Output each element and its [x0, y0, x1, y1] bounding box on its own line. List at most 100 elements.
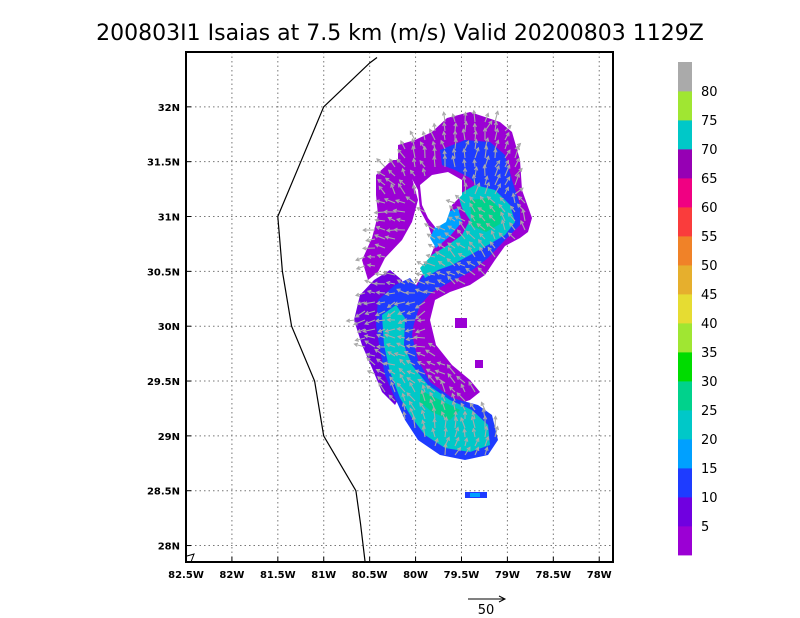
- wind-vector-head: [499, 196, 504, 202]
- wind-vector: [494, 111, 499, 123]
- wind-vector: [367, 264, 376, 267]
- wind-vector: [470, 214, 476, 222]
- wind-vector: [504, 141, 509, 150]
- wind-vector-head: [454, 278, 460, 283]
- wind-vector-head: [421, 167, 427, 173]
- wind-vector: [357, 328, 366, 333]
- wind-vector-head: [475, 146, 480, 152]
- wind-vector: [455, 195, 466, 204]
- wind-vector: [432, 428, 436, 438]
- wind-vector: [484, 146, 488, 159]
- wind-vector-head: [389, 376, 394, 381]
- wind-vector-head: [419, 159, 424, 165]
- wind-vector-head: [355, 265, 361, 270]
- wind-vector: [498, 204, 506, 213]
- wind-vector: [376, 334, 386, 339]
- wind-vector-head: [387, 169, 393, 174]
- wind-vector: [514, 168, 523, 177]
- wind-vector: [395, 199, 406, 204]
- wind-vector: [416, 273, 426, 276]
- wind-vector-head: [485, 435, 490, 441]
- wind-vector-head: [396, 158, 401, 163]
- wind-vector-head: [396, 326, 401, 332]
- wind-vector: [462, 129, 466, 141]
- wind-vector: [436, 271, 446, 276]
- wind-vector-head: [435, 225, 441, 230]
- wind-vector-head: [411, 415, 416, 421]
- wind-vector: [398, 183, 406, 195]
- wind-vector-head: [456, 229, 462, 234]
- wind-vector: [355, 310, 366, 318]
- colorbar-label: 20: [701, 433, 718, 448]
- wind-vector-head: [399, 358, 404, 363]
- wind-vector-head: [396, 288, 401, 293]
- wind-vectors: [345, 109, 526, 456]
- wind-vector: [468, 381, 476, 393]
- wind-vector-head: [449, 205, 454, 210]
- wind-vector: [364, 301, 376, 305]
- wind-vector-head: [365, 352, 371, 357]
- wind-vector-head: [457, 253, 463, 258]
- wind-vector: [426, 254, 436, 258]
- wind-vector-head: [397, 310, 402, 315]
- wind-vector: [366, 238, 376, 242]
- wind-vector: [494, 149, 497, 159]
- wind-vector: [481, 402, 486, 411]
- wind-vector: [484, 426, 488, 438]
- wind-vector-head: [413, 278, 419, 283]
- wind-vector: [357, 301, 366, 305]
- wind-vector-head: [447, 275, 452, 280]
- chart-title: 200803I1 Isaias at 7.5 km (m/s) Valid 20…: [96, 21, 704, 46]
- wind-vector-head: [405, 336, 410, 342]
- wind-vector: [514, 187, 524, 195]
- wind-vector-head: [441, 393, 446, 398]
- wind-vector: [435, 287, 446, 294]
- wind-vector-head: [403, 350, 409, 355]
- wind-vector-head: [453, 122, 458, 127]
- wind-vector: [427, 374, 436, 384]
- wind-vector: [385, 236, 396, 240]
- wind-vector-head: [448, 386, 454, 391]
- wind-vector-head: [482, 415, 488, 420]
- wind-vector-head: [451, 154, 456, 160]
- wind-vector: [435, 251, 446, 258]
- wind-vector: [424, 290, 436, 294]
- x-tick-label: 81W: [311, 570, 336, 581]
- wind-vector-head: [402, 318, 408, 323]
- wind-vector-head: [406, 310, 411, 315]
- wind-vector: [377, 179, 386, 186]
- wind-vector-head: [445, 270, 451, 275]
- wind-vector-head: [416, 361, 422, 366]
- wind-vector-head: [506, 164, 511, 169]
- wind-vector-head: [465, 230, 471, 235]
- wind-vector: [427, 233, 436, 240]
- wind-vector: [444, 417, 447, 429]
- wind-vector-head: [472, 158, 477, 164]
- wind-vector-head: [386, 317, 391, 323]
- colorbar-label: 70: [701, 143, 718, 158]
- wind-vector-head: [402, 410, 407, 416]
- wind-vector-head: [453, 137, 458, 143]
- wind-vector-head: [363, 334, 369, 339]
- wind-vector: [406, 337, 416, 341]
- wind-vector-head: [394, 199, 400, 204]
- wind-vector-head: [494, 425, 500, 431]
- wind-vector-head: [506, 149, 511, 154]
- wind-vector-head: [495, 164, 500, 170]
- wind-vector-head: [456, 446, 462, 452]
- wind-vector: [437, 236, 446, 240]
- wind-vector-head: [435, 251, 440, 256]
- wind-vector: [374, 348, 386, 357]
- wind-vector-head: [411, 183, 417, 189]
- wind-vector: [376, 301, 386, 305]
- wind-vector-head: [462, 428, 467, 433]
- wind-vector: [463, 176, 466, 186]
- wind-vector-head: [373, 234, 379, 239]
- wind-vector-head: [479, 195, 484, 201]
- wind-vector-head: [427, 374, 432, 379]
- wind-vector-head: [375, 290, 381, 295]
- wind-vector: [394, 352, 406, 357]
- wind-vector-head: [451, 148, 457, 153]
- wind-vector-head: [460, 402, 465, 407]
- colorbar-swatch: [678, 236, 692, 266]
